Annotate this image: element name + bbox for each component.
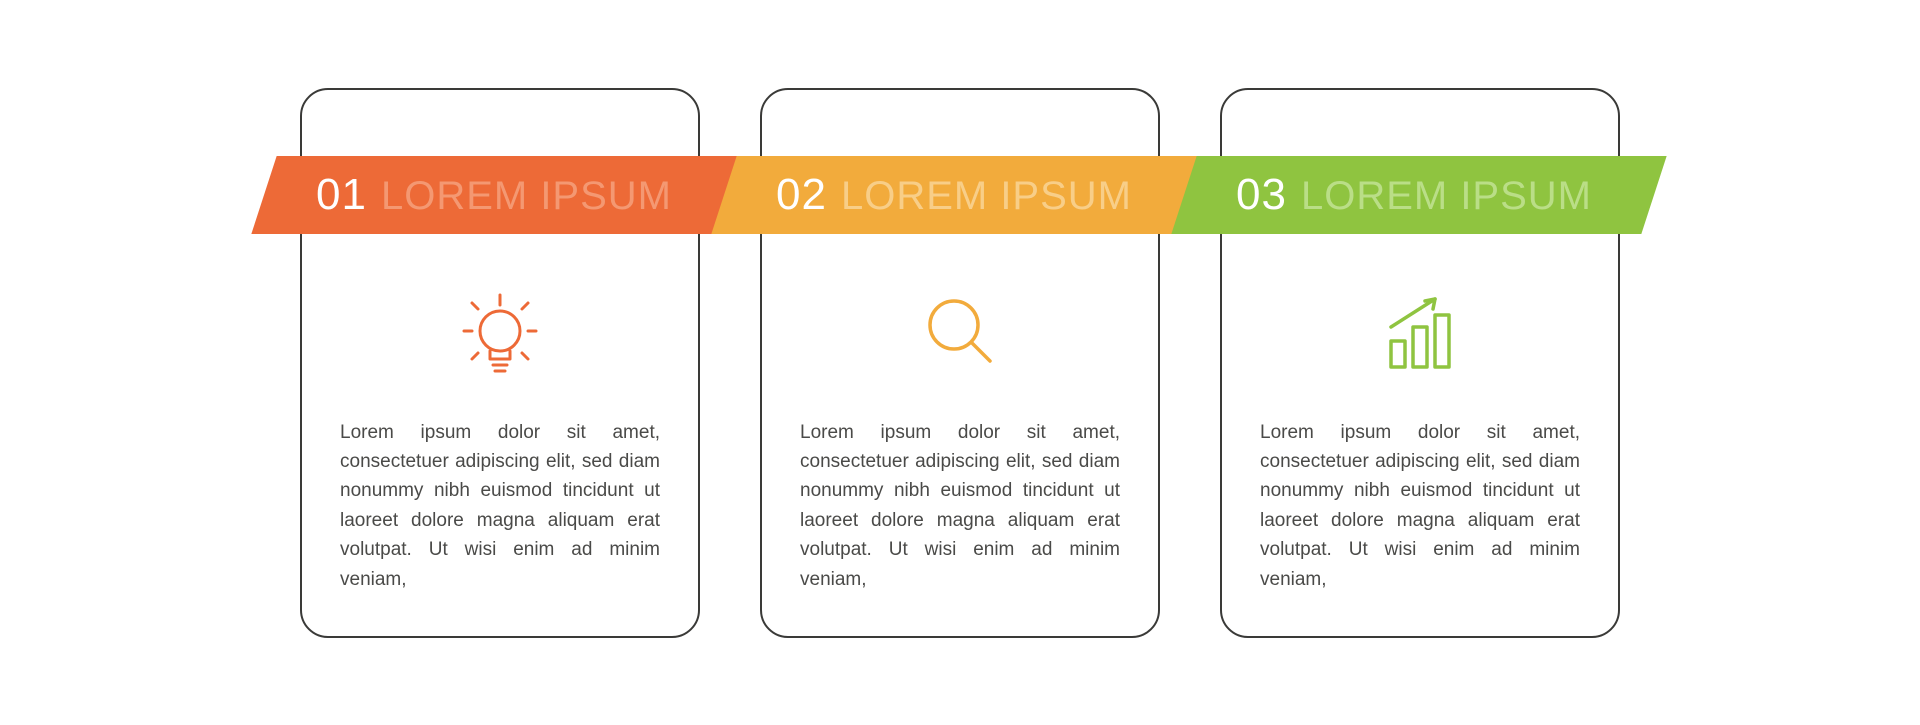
card-03-body: Lorem ipsum dolor sit amet, consectetuer… (1260, 418, 1580, 595)
card-03-number: 03 (1236, 170, 1287, 220)
card-03: 03 LOREM IPSUM Lorem ipsum dolor sit ame… (1220, 88, 1620, 638)
card-02-banner: 02 LOREM IPSUM (711, 156, 1206, 234)
card-02: 02 LOREM IPSUM Lorem ipsum dolor sit ame… (760, 88, 1160, 638)
magnifier-icon (762, 274, 1158, 394)
card-03-banner: 03 LOREM IPSUM (1171, 156, 1666, 234)
card-01-banner: 01 LOREM IPSUM (251, 156, 746, 234)
card-01-title: LOREM IPSUM (381, 174, 672, 219)
lightbulb-icon (302, 274, 698, 394)
card-02-number: 02 (776, 170, 827, 220)
growth-chart-icon (1222, 274, 1618, 394)
card-01: 01 LOREM IPSUM Lorem ipsum dolor sit ame… (300, 88, 700, 638)
card-01-number: 01 (316, 170, 367, 220)
card-01-body: Lorem ipsum dolor sit amet, consectetuer… (340, 418, 660, 595)
card-02-title: LOREM IPSUM (841, 174, 1132, 219)
card-02-body: Lorem ipsum dolor sit amet, consectetuer… (800, 418, 1120, 595)
card-03-title: LOREM IPSUM (1301, 174, 1592, 219)
infographic-cards: 01 LOREM IPSUM Lorem ipsum dolor sit ame… (300, 88, 1620, 638)
